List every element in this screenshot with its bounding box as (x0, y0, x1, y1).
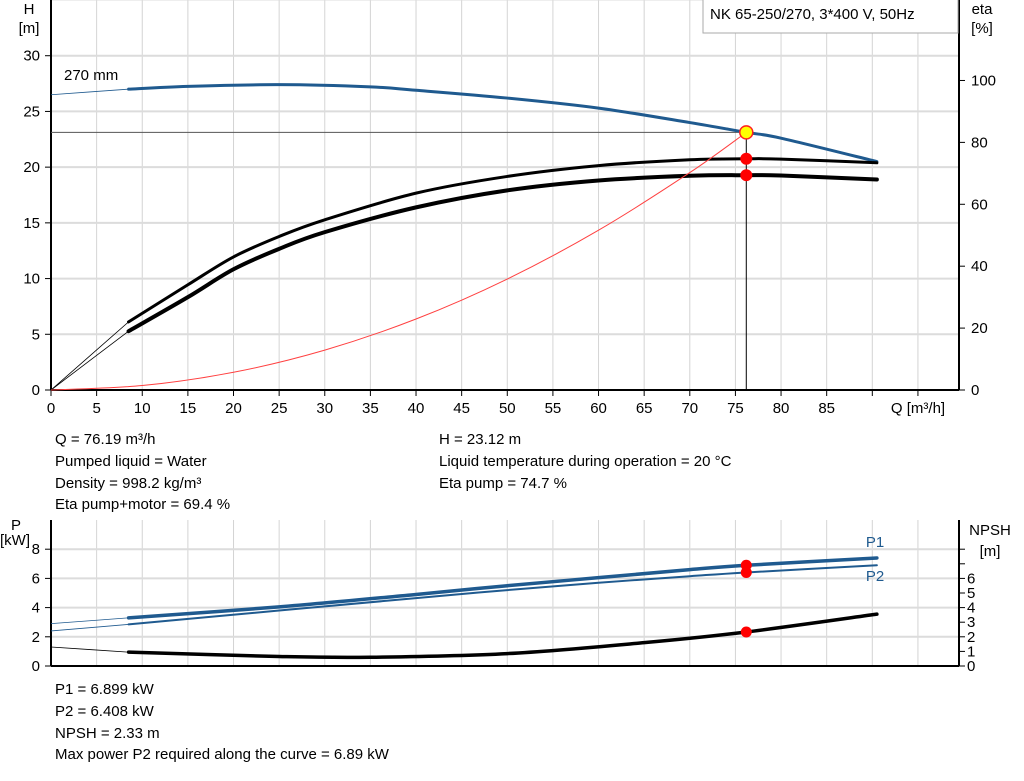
y-tick-label-right: 40 (971, 258, 988, 275)
y-axis-label-left: P (11, 517, 21, 534)
p1-curve-label: P1 (866, 534, 884, 551)
x-tick-label: 55 (545, 400, 562, 417)
y-tick-label-left: 5 (32, 326, 40, 343)
x-tick-label: 75 (727, 400, 744, 417)
y-axis-unit-left: [kW] (0, 532, 30, 549)
y-axis-unit-left: [m] (19, 20, 40, 37)
info-eta-pump: Eta pump = 74.7 % (439, 475, 567, 492)
y-tick-label-right: 3 (967, 614, 975, 631)
head-curve-extrapolated (50, 88, 129, 96)
p2-curve (127, 564, 878, 626)
y-tick-label-left: 0 (32, 658, 40, 675)
x-tick-label: 45 (453, 400, 470, 417)
impeller-diameter-label: 270 mm (64, 67, 118, 84)
info-p2: P2 = 6.408 kW (55, 703, 154, 720)
y-tick-label-left: 8 (32, 541, 40, 558)
p2-curve-duty-point (740, 566, 752, 578)
y-tick-label-left: 6 (32, 570, 40, 587)
x-tick-label: 80 (773, 400, 790, 417)
y-tick-label-right: 4 (967, 600, 975, 617)
y-tick-label-right: 5 (967, 585, 975, 602)
y-tick-label-right: 6 (967, 570, 975, 587)
p2-curve-extrapolated (50, 623, 129, 632)
eta-pump-motor-curve-extrapolated (50, 330, 129, 391)
y-tick-label-left: 20 (23, 159, 40, 176)
x-tick-label: 0 (47, 400, 55, 417)
y-tick-label-left: 10 (23, 271, 40, 288)
p1-curve-extrapolated (50, 617, 129, 625)
npsh-curve-duty-point (740, 626, 752, 638)
x-tick-label: 25 (271, 400, 288, 417)
y-tick-label-left: 15 (23, 215, 40, 232)
x-tick-label: 50 (499, 400, 516, 417)
x-tick-label: 35 (362, 400, 379, 417)
power-npsh-chart (45, 520, 965, 667)
p1-curve (126, 556, 879, 620)
y-tick-label-right: 100 (971, 72, 996, 89)
npsh-curve-extrapolated (50, 646, 129, 653)
y-axis-label-right: eta (972, 1, 994, 18)
title-box (702, 0, 959, 34)
x-tick-label: 40 (408, 400, 425, 417)
info-liquid: Pumped liquid = Water (55, 453, 207, 470)
info-q: Q = 76.19 m³/h (55, 431, 156, 448)
info-eta-pump-motor: Eta pump+motor = 69.4 % (55, 496, 231, 513)
y-tick-label-left: 25 (23, 103, 40, 120)
eta-pump-duty-point (740, 152, 753, 165)
y-axis-label-left: H (24, 1, 35, 18)
y-tick-label-right: 0 (971, 382, 979, 399)
y-tick-label-left: 2 (32, 629, 40, 646)
y-tick-label-right: 0 (967, 658, 975, 675)
info-max-power: Max power P2 required along the curve = … (55, 746, 389, 763)
x-tick-label: 70 (681, 400, 698, 417)
y-axis-label-right: NPSH (969, 522, 1011, 539)
x-tick-label: 65 (636, 400, 653, 417)
info-density: Density = 998.2 kg/m³ (55, 475, 202, 492)
info-temperature: Liquid temperature during operation = 20… (439, 453, 732, 470)
y-tick-label-left: 0 (32, 382, 40, 399)
info-h: H = 23.12 m (439, 431, 522, 448)
chart-title: NK 65-250/270, 3*400 V, 50Hz (710, 6, 915, 23)
info-npsh: NPSH = 2.33 m (55, 725, 160, 742)
eta-pump-motor-duty-point (740, 169, 753, 182)
y-tick-label-right: 1 (967, 643, 975, 660)
y-tick-label-right: 80 (971, 134, 988, 151)
x-tick-label: 30 (316, 400, 333, 417)
y-tick-label-right: 20 (971, 320, 988, 337)
head-duty-point (739, 125, 754, 140)
y-axis-unit-right: [%] (971, 20, 993, 37)
x-tick-label: 15 (180, 400, 197, 417)
x-tick-label: 60 (590, 400, 607, 417)
eta-pump-curve-extrapolated (50, 321, 129, 391)
y-tick-label-left: 30 (23, 48, 40, 65)
x-axis-label: Q [m³/h] (891, 400, 945, 417)
qh-chart (45, 0, 965, 391)
head-curve (127, 83, 879, 164)
y-axis-unit-right: [m] (980, 543, 1001, 560)
y-tick-label-left: 4 (32, 600, 40, 617)
eta-pump-curve (127, 157, 879, 324)
x-tick-label: 5 (92, 400, 100, 417)
x-tick-label: 10 (134, 400, 151, 417)
x-tick-label: 85 (818, 400, 835, 417)
y-tick-label-right: 2 (967, 629, 975, 646)
system-curve (50, 131, 747, 391)
p2-curve-label: P2 (866, 568, 884, 585)
x-tick-label: 20 (225, 400, 242, 417)
y-tick-label-right: 60 (971, 196, 988, 213)
info-p1: P1 = 6.899 kW (55, 681, 154, 698)
